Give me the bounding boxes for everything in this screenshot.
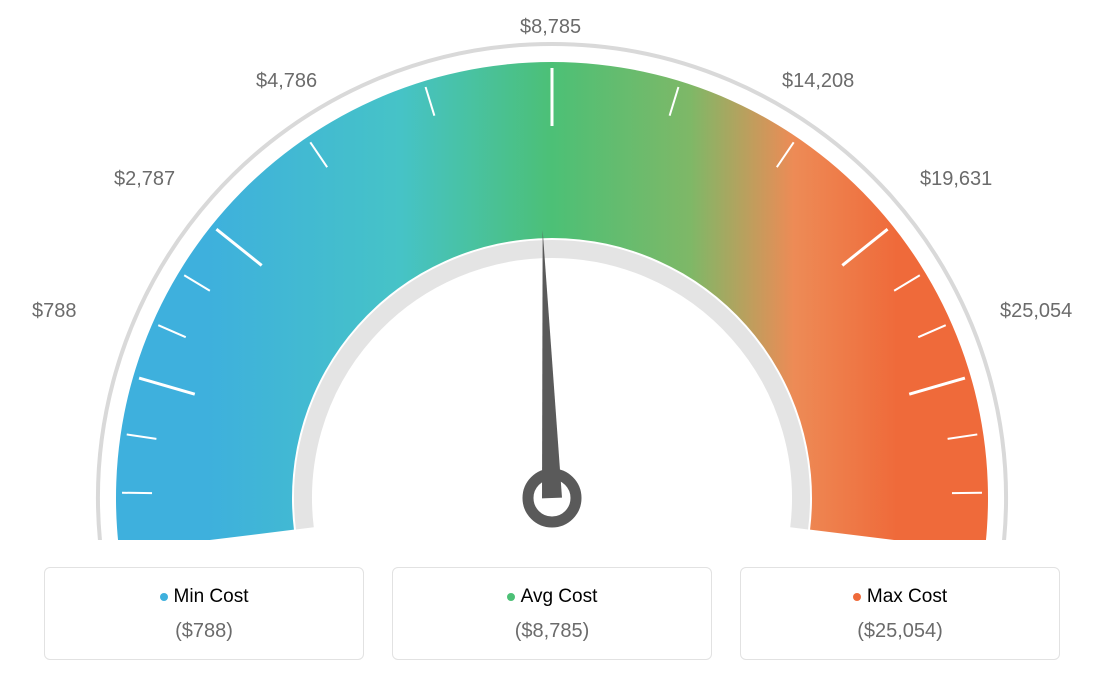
legend-title-min-text: Min Cost <box>174 586 249 607</box>
legend-value-max: ($25,054) <box>751 620 1049 643</box>
legend-title-max: Max Cost <box>751 586 1049 608</box>
legend-value-min: ($788) <box>55 620 353 643</box>
legend-title-avg-text: Avg Cost <box>521 586 598 607</box>
gauge-tick-label: $14,208 <box>782 70 854 93</box>
cost-gauge-chart: $788 $2,787 $4,786 $8,785 $14,208 $19,631 $25,… <box>0 0 1104 690</box>
legend-card-min: Min Cost ($788) <box>44 567 364 660</box>
gauge-tick-label: $2,787 <box>114 168 175 191</box>
legend-title-min: Min Cost <box>55 586 353 608</box>
gauge-tick-label: $8,785 <box>520 16 581 39</box>
legend-card-max: Max Cost ($25,054) <box>740 567 1060 660</box>
gauge-tick-label: $19,631 <box>920 168 992 191</box>
gauge-svg <box>0 0 1104 540</box>
legend-row: Min Cost ($788) Avg Cost ($8,785) Max Co… <box>0 567 1104 660</box>
gauge-tick-label: $25,054 <box>1000 300 1072 323</box>
gauge-tick-label: $4,786 <box>256 70 317 93</box>
legend-card-avg: Avg Cost ($8,785) <box>392 567 712 660</box>
legend-title-avg: Avg Cost <box>403 586 701 608</box>
legend-dot-max <box>853 593 861 601</box>
legend-title-max-text: Max Cost <box>867 586 947 607</box>
legend-dot-avg <box>507 593 515 601</box>
gauge-tick-label: $788 <box>32 300 77 323</box>
gauge-area: $788 $2,787 $4,786 $8,785 $14,208 $19,631 $25,… <box>0 0 1104 540</box>
legend-value-avg: ($8,785) <box>403 620 701 643</box>
legend-dot-min <box>160 593 168 601</box>
